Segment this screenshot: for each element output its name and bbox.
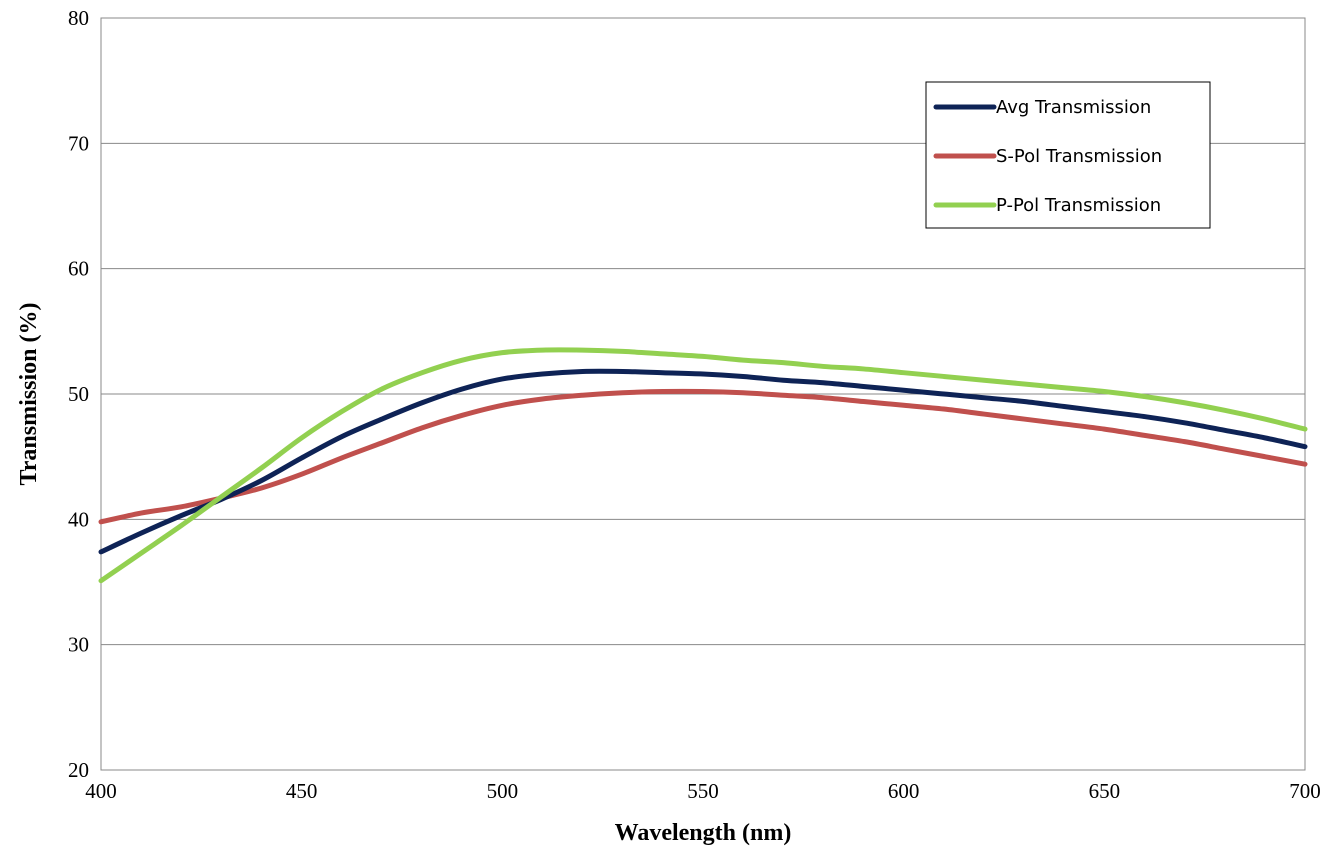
legend-label-avg-transmission: Avg Transmission [996,97,1151,118]
series-line-avg-transmission [98,368,1308,555]
x-tick-label: 600 [888,779,920,803]
y-tick-label: 20 [68,758,89,782]
y-tick-label: 50 [68,382,89,406]
series-line-p-pol-transmission [98,347,1308,584]
x-axis-title: Wavelength (nm) [615,820,792,846]
legend-label-s-pol-transmission: S-Pol Transmission [996,146,1162,167]
x-tick-label: 400 [85,779,117,803]
x-tick-label: 450 [286,779,318,803]
legend: Avg Transmission S-Pol Transmission P-Pol … [925,81,1211,229]
y-axis-title: Transmission (%) [16,303,42,486]
series-line-s-pol-transmission [98,388,1308,525]
x-tick-label: 550 [687,779,719,803]
legend-label-p-pol-transmission: P-Pol Transmission [996,195,1161,216]
x-axis-tick-labels: 400 450 500 550 600 650 700 [85,779,1321,803]
y-tick-label: 40 [68,507,89,531]
y-axis-tick-labels: 20 30 40 50 60 70 80 [68,6,89,782]
x-tick-label: 700 [1289,779,1321,803]
y-tick-label: 60 [68,257,89,281]
y-tick-label: 70 [68,131,89,155]
y-tick-label: 80 [68,6,89,30]
plot-area-frame [100,17,1306,771]
x-tick-label: 500 [487,779,519,803]
x-tick-label: 650 [1089,779,1121,803]
y-tick-label: 30 [68,633,89,657]
series-lines [98,347,1308,584]
